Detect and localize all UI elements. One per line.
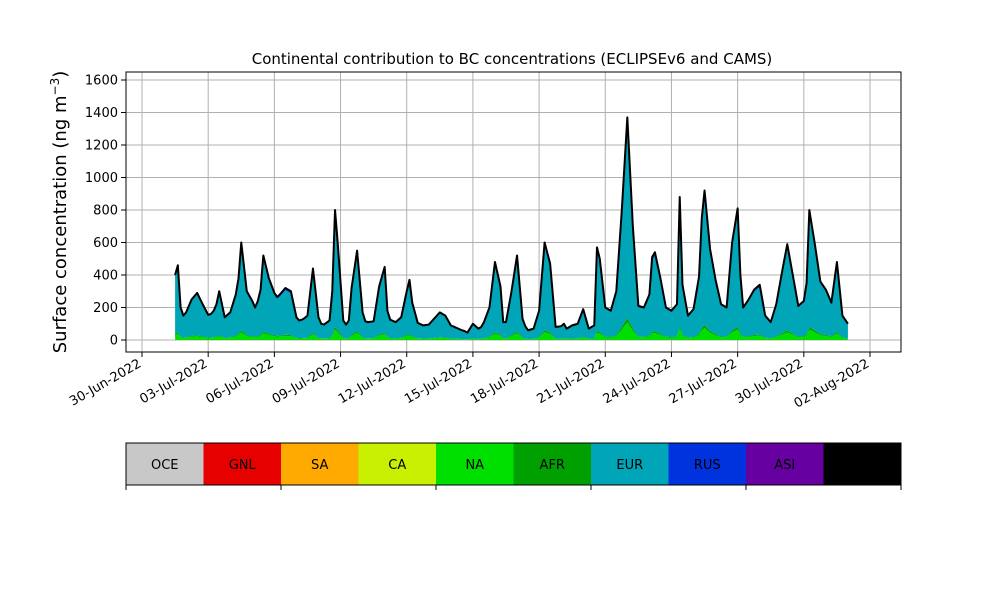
total-line <box>174 116 849 334</box>
y-tick-label: 1200 <box>85 139 118 154</box>
legend-label-aus: AUS <box>849 458 876 473</box>
legend-swatch-na <box>436 443 514 485</box>
area-na <box>175 322 848 340</box>
legend-label-asi: ASI <box>774 458 795 473</box>
x-tick-label: 21-Jul-2022 <box>534 356 607 407</box>
y-tick-label: 0 <box>110 334 118 349</box>
svg-text:Surface concentration (ng m−3): Surface concentration (ng m−3) <box>48 71 71 354</box>
y-tick-label: 1600 <box>85 74 118 89</box>
x-tick-label: 15-Jul-2022 <box>402 356 475 407</box>
legend-swatch-eur <box>591 443 669 485</box>
plot-areas <box>175 117 848 340</box>
legend: OCE GNL SA CA NA AFR EUR RUS ASI AUS <box>125 442 902 490</box>
legend-swatch-aus <box>823 443 901 485</box>
legend-label-rus: RUS <box>694 458 721 473</box>
legend-swatch-ca <box>358 443 436 485</box>
y-tick-label: 1400 <box>85 106 118 121</box>
legend-label-ca: CA <box>388 458 406 473</box>
y-axis-label: Surface concentration (ng m−3) <box>48 71 71 354</box>
legend-label-oce: OCE <box>151 458 179 473</box>
legend-label-eur: EUR <box>616 458 643 473</box>
legend-label-na: NA <box>465 458 484 473</box>
x-tick-label: 06-Jul-2022 <box>204 356 277 407</box>
y-tick-label: 400 <box>93 269 118 284</box>
x-axis-ticks: 30-Jun-202203-Jul-202206-Jul-202209-Jul-… <box>67 352 872 412</box>
legend-swatch-afr <box>513 443 591 485</box>
legend-label-sa: SA <box>311 458 328 473</box>
x-tick-label: 02-Aug-2022 <box>792 356 872 411</box>
chart-title: Continental contribution to BC concentra… <box>252 50 773 68</box>
plot-lines <box>174 116 849 334</box>
x-tick-label: 09-Jul-2022 <box>270 356 343 407</box>
y-tick-label: 800 <box>93 204 118 219</box>
y-axis-label-exponent: −3 <box>48 78 62 96</box>
y-tick-label: 200 <box>93 301 118 316</box>
x-tick-label: 18-Jul-2022 <box>468 356 541 407</box>
x-tick-label: 12-Jul-2022 <box>336 356 409 407</box>
y-axis-label-close: ) <box>50 71 71 78</box>
legend-label-afr: AFR <box>540 458 565 473</box>
legend-frame <box>125 442 902 486</box>
y-axis-ticks: 0 200 400 600 800 1000 1200 1400 1600 <box>85 74 126 349</box>
x-tick-label: 24-Jul-2022 <box>601 356 674 407</box>
y-axis-label-main: Surface concentration (ng m <box>50 95 71 353</box>
plot-frame <box>125 71 902 353</box>
x-tick-label: 27-Jul-2022 <box>667 356 740 407</box>
legend-swatch-rus <box>668 443 746 485</box>
x-tick-label: 03-Jul-2022 <box>137 356 210 407</box>
legend-swatch-asi <box>746 443 824 485</box>
y-tick-label: 600 <box>93 236 118 251</box>
area-eur <box>175 126 848 340</box>
legend-swatch-oce <box>126 443 204 485</box>
legend-swatch-sa <box>281 443 359 485</box>
y-tick-label: 1000 <box>85 171 118 186</box>
legend-label-gnl: GNL <box>229 458 257 473</box>
x-tick-label: 30-Jun-2022 <box>67 356 144 409</box>
legend-swatch-gnl <box>203 443 281 485</box>
